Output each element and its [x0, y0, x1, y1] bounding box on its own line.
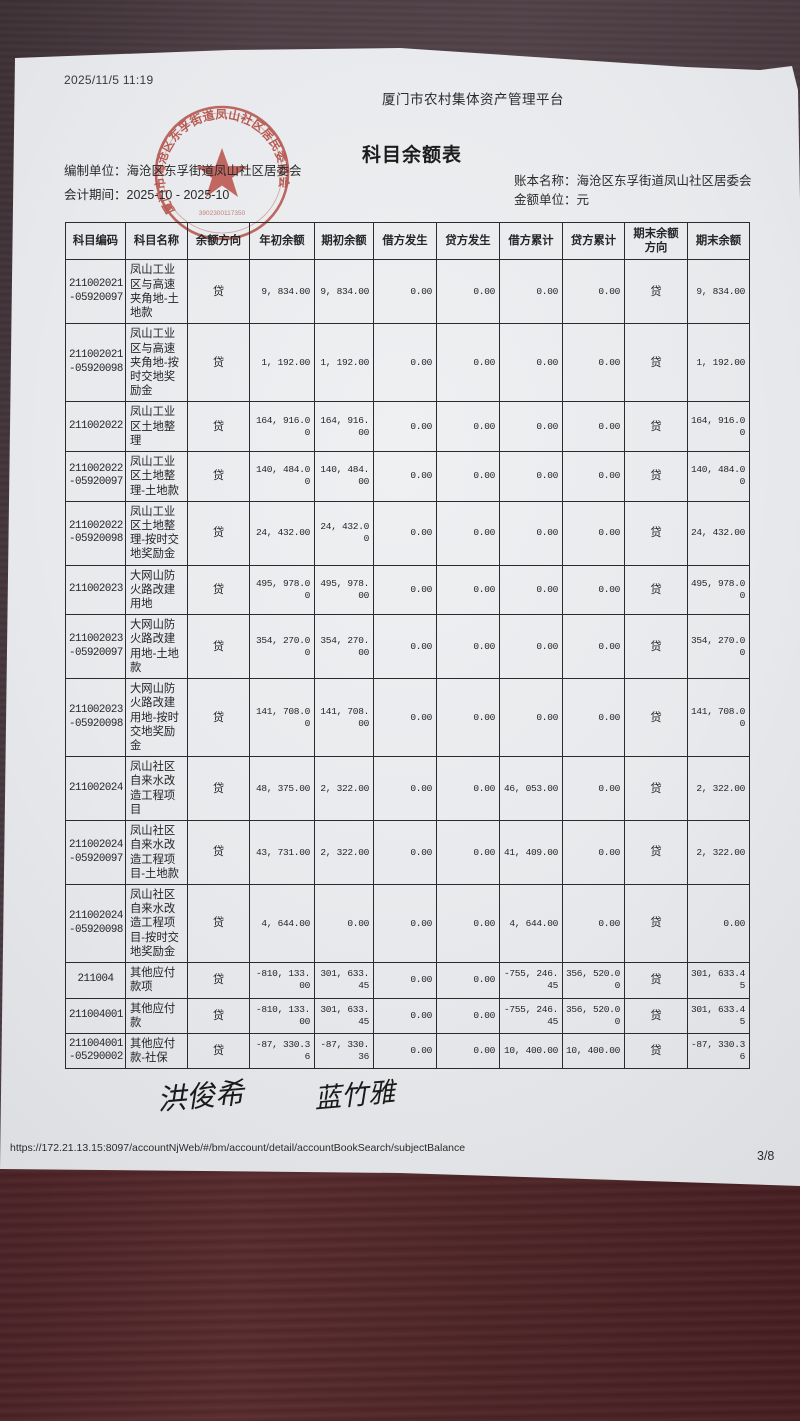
svg-text:3902300117350: 3902300117350: [199, 210, 246, 217]
svg-text:蓝竹雅: 蓝竹雅: [313, 1077, 399, 1114]
svg-text:洪俊希: 洪俊希: [156, 1077, 248, 1117]
